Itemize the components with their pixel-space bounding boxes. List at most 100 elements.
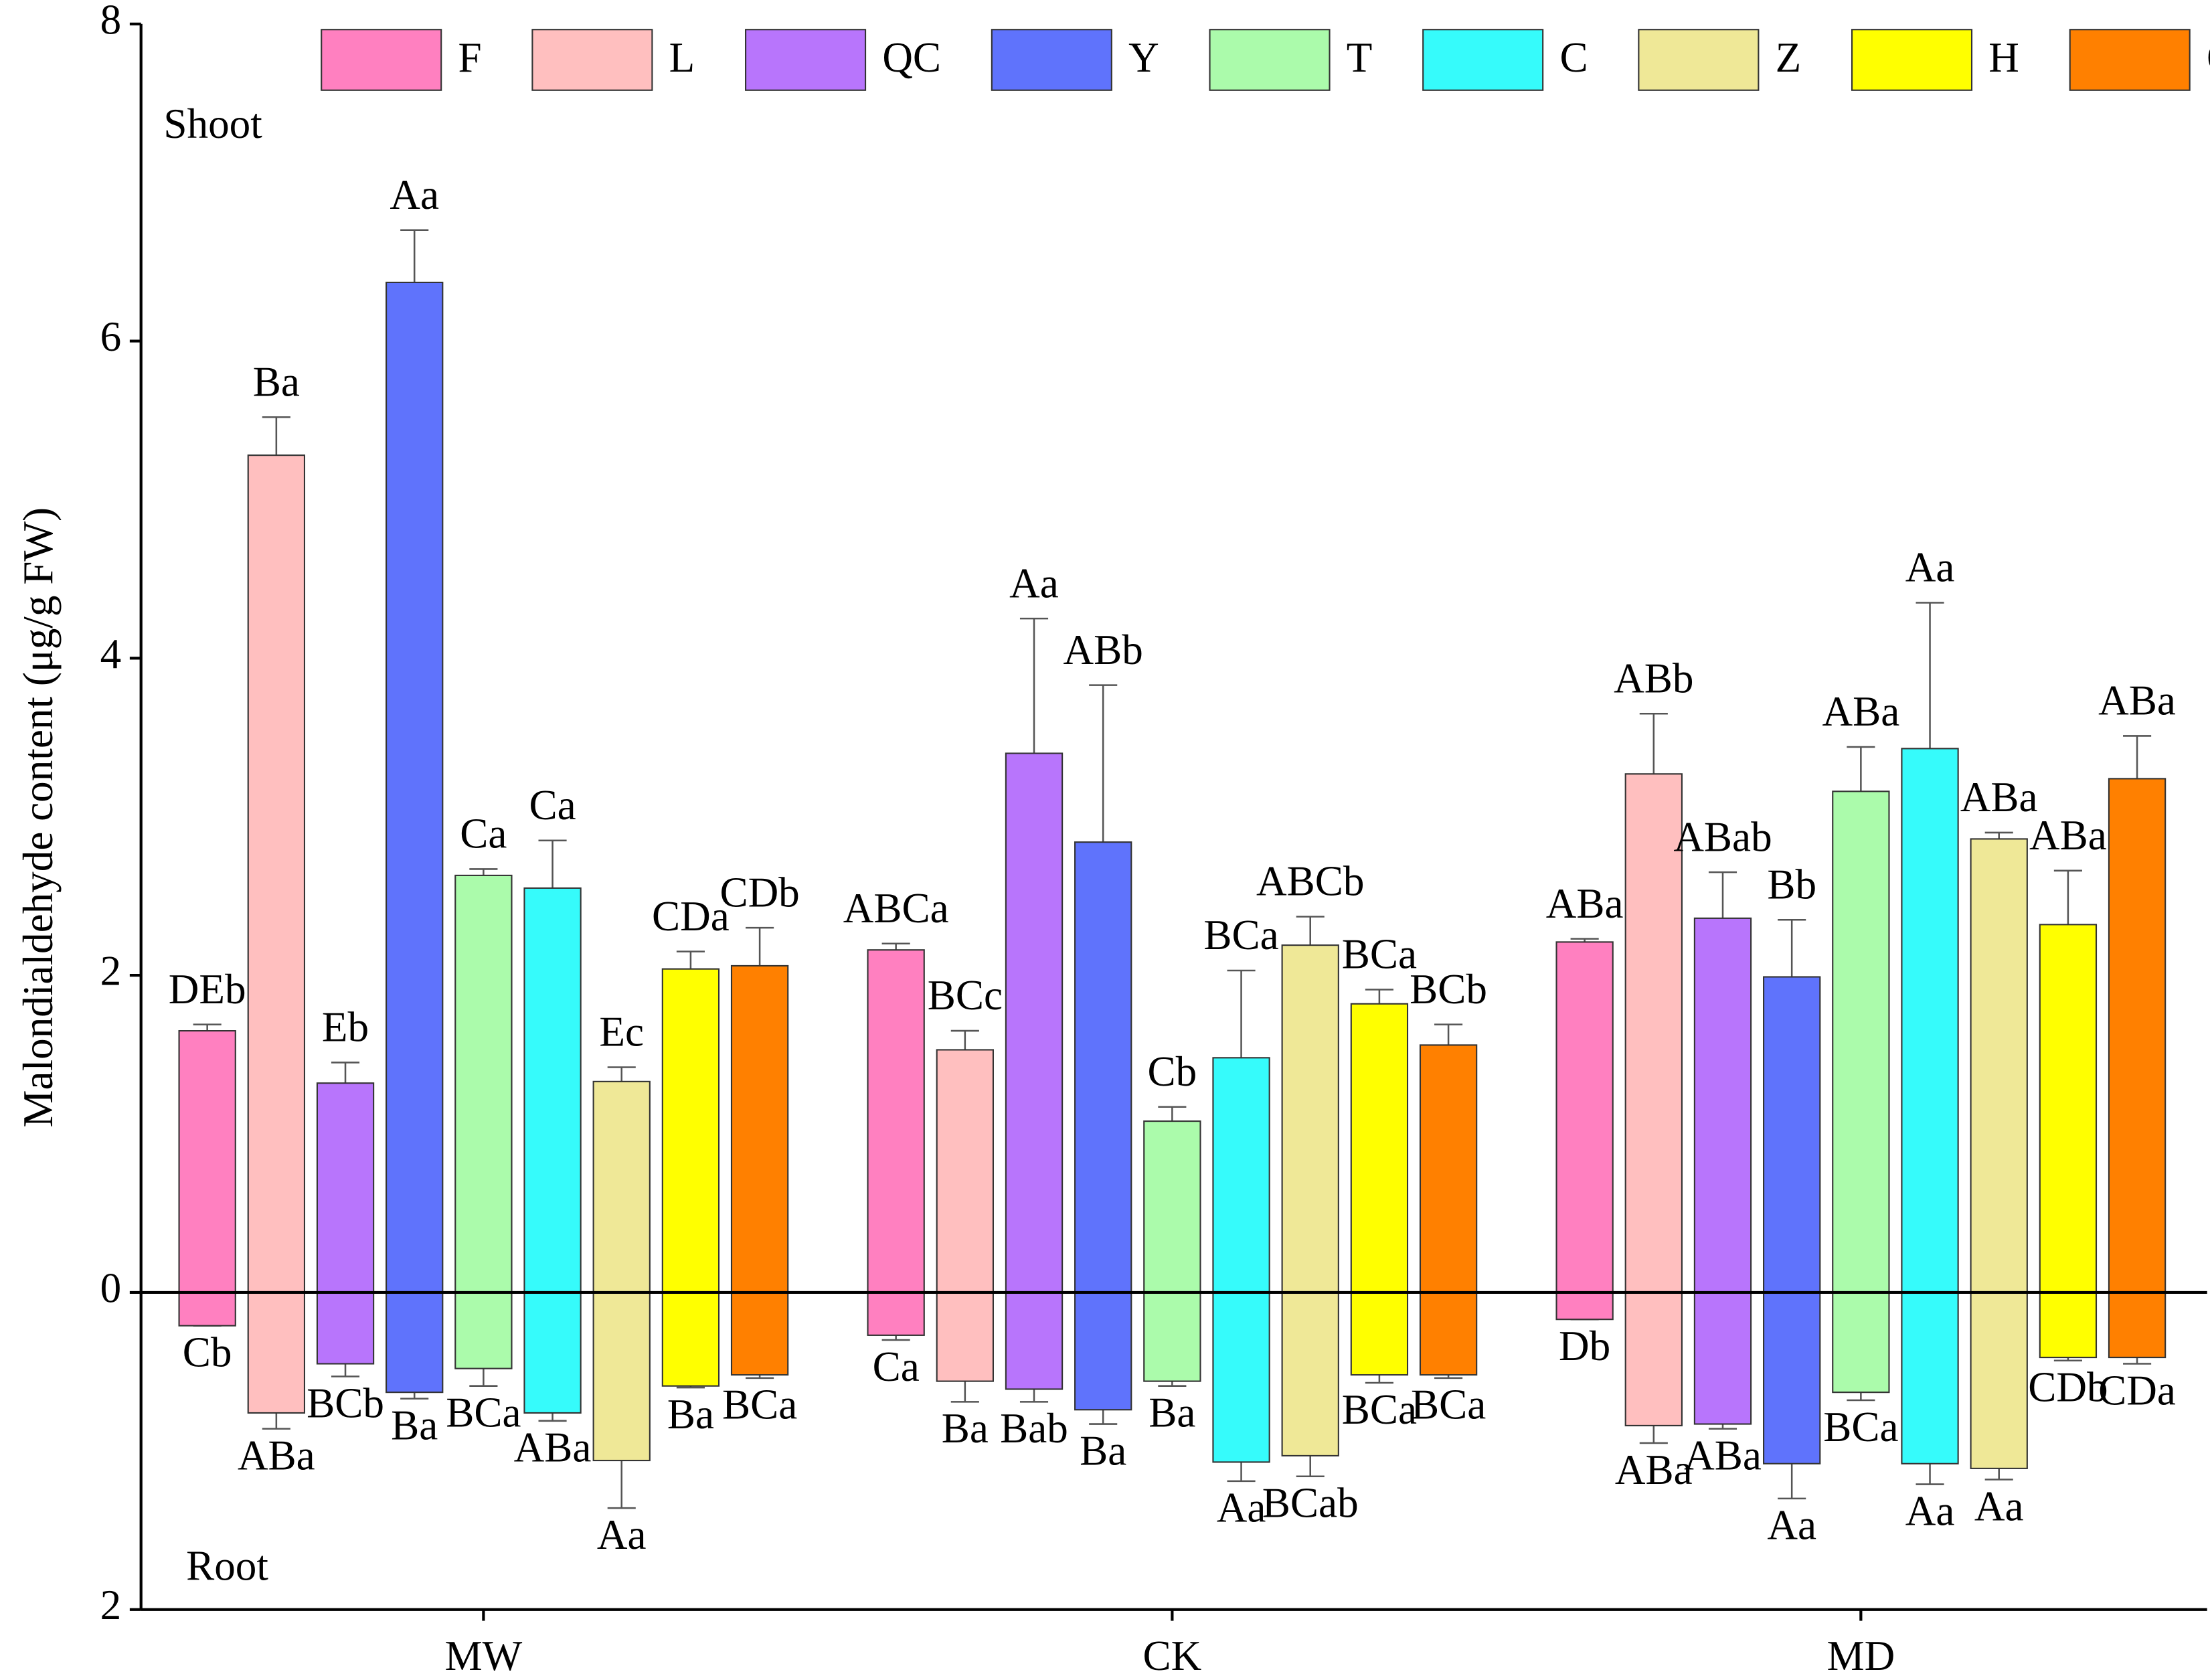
bar bbox=[454, 1291, 513, 1369]
significance-label: BCb bbox=[307, 1379, 384, 1426]
bar bbox=[936, 1291, 995, 1382]
significance-label: Ba bbox=[667, 1391, 714, 1438]
significance-label: Ca bbox=[529, 782, 576, 829]
significance-label: CDb bbox=[719, 869, 799, 916]
bar bbox=[1763, 976, 1821, 1293]
significance-label: ABCb bbox=[1256, 858, 1364, 905]
significance-label: Aa bbox=[1974, 1483, 2024, 1529]
significance-label: CDa bbox=[652, 893, 730, 940]
significance-label: ABa bbox=[1684, 1432, 1762, 1479]
bar bbox=[1970, 838, 2028, 1293]
legend-label: H bbox=[1988, 34, 2019, 81]
bar bbox=[1350, 1003, 1409, 1293]
bar bbox=[316, 1291, 375, 1365]
legend-swatch bbox=[531, 29, 653, 91]
bar bbox=[1624, 773, 1683, 1293]
significance-label: BCa bbox=[1411, 1381, 1486, 1428]
x-tick-label: CK bbox=[1143, 1632, 1202, 1679]
y-tick-label: 2 bbox=[100, 1582, 122, 1628]
bar bbox=[1832, 790, 1890, 1293]
bar bbox=[523, 887, 582, 1293]
significance-label: Ca bbox=[460, 811, 507, 857]
bar bbox=[523, 1291, 582, 1414]
significance-label: Ba bbox=[1149, 1390, 1195, 1436]
bar bbox=[1074, 1291, 1132, 1411]
significance-label: ABa bbox=[2029, 812, 2107, 859]
significance-label: Cb bbox=[1148, 1048, 1197, 1095]
significance-label: Aa bbox=[390, 171, 439, 218]
bar bbox=[730, 1291, 789, 1376]
bar bbox=[247, 454, 306, 1293]
significance-label: BCab bbox=[1262, 1480, 1359, 1527]
bar bbox=[1901, 1291, 1959, 1464]
bar bbox=[592, 1080, 651, 1293]
significance-label: Aa bbox=[1009, 560, 1059, 606]
bar bbox=[1832, 1291, 1890, 1394]
bar bbox=[661, 1291, 720, 1387]
annotation: Root bbox=[186, 1542, 268, 1589]
significance-label: Cb bbox=[183, 1329, 232, 1376]
significance-label: Eb bbox=[322, 1004, 369, 1051]
legend-label: C bbox=[1559, 34, 1588, 81]
significance-label: ABa bbox=[238, 1432, 315, 1479]
legend-swatch bbox=[1422, 29, 1544, 91]
bar bbox=[2039, 924, 2098, 1293]
legend-label: Z bbox=[1776, 34, 1802, 81]
bar bbox=[1763, 1291, 1821, 1464]
significance-label: ABa bbox=[1822, 688, 1899, 735]
significance-label: Ec bbox=[599, 1009, 644, 1056]
bar bbox=[730, 964, 789, 1293]
legend-swatch bbox=[1638, 29, 1760, 91]
legend-swatch bbox=[1209, 29, 1331, 91]
significance-label: Db bbox=[1559, 1323, 1610, 1369]
bar bbox=[867, 949, 925, 1293]
legend-swatch bbox=[2069, 29, 2191, 91]
significance-label: Bab bbox=[1000, 1405, 1068, 1452]
bar bbox=[1212, 1057, 1270, 1293]
bar bbox=[386, 1291, 444, 1394]
significance-label: Aa bbox=[1217, 1485, 1266, 1531]
significance-label: ABa bbox=[1960, 774, 2038, 821]
legend-swatch bbox=[991, 29, 1112, 91]
bar bbox=[1005, 1291, 1064, 1390]
bar bbox=[1281, 1291, 1339, 1456]
significance-label: ABCa bbox=[843, 885, 949, 932]
bar bbox=[1005, 752, 1064, 1293]
significance-label: ABab bbox=[1673, 813, 1772, 860]
bar bbox=[661, 968, 720, 1293]
bar bbox=[867, 1291, 925, 1336]
annotation: Shoot bbox=[163, 100, 262, 147]
significance-label: Ca bbox=[873, 1343, 920, 1390]
bar bbox=[386, 281, 444, 1293]
bar bbox=[178, 1030, 236, 1293]
significance-label: BCa bbox=[722, 1381, 797, 1428]
significance-label: BCa bbox=[1203, 912, 1278, 958]
bar bbox=[316, 1082, 375, 1293]
y-tick-label: 6 bbox=[100, 313, 122, 360]
bar bbox=[2108, 778, 2166, 1293]
bar bbox=[1624, 1291, 1683, 1426]
significance-label: Aa bbox=[1905, 1487, 1955, 1534]
legend-label: Y bbox=[1128, 34, 1159, 81]
significance-label: Aa bbox=[597, 1511, 647, 1558]
significance-label: BCa bbox=[1342, 1386, 1417, 1433]
significance-label: ABb bbox=[1064, 626, 1143, 673]
bar bbox=[1555, 941, 1614, 1293]
significance-label: CDa bbox=[2098, 1367, 2176, 1414]
bar bbox=[1419, 1044, 1478, 1293]
significance-label: CDb bbox=[2028, 1364, 2108, 1411]
x-tick-label: MD bbox=[1826, 1632, 1895, 1679]
bar bbox=[178, 1291, 236, 1327]
significance-label: ABa bbox=[514, 1424, 592, 1471]
bar bbox=[1350, 1291, 1409, 1376]
significance-label: DEb bbox=[169, 966, 246, 1013]
bar bbox=[1143, 1120, 1201, 1293]
significance-label: Aa bbox=[1905, 544, 1955, 591]
legend-label: F bbox=[458, 34, 481, 81]
bar bbox=[247, 1291, 306, 1414]
legend-swatch bbox=[745, 29, 867, 91]
significance-label: Ba bbox=[253, 358, 300, 405]
bar bbox=[1555, 1291, 1614, 1321]
legend-swatch bbox=[321, 29, 442, 91]
